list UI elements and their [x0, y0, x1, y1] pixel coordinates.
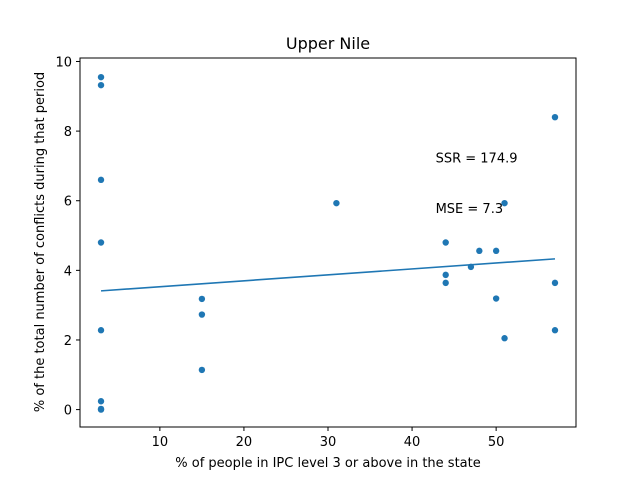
data-point: [97, 406, 105, 413]
data-point: [198, 295, 206, 303]
data-point: [442, 271, 449, 279]
y-tick-label: 6: [64, 195, 72, 210]
data-point: [442, 239, 449, 246]
plot-frame: [79, 57, 577, 428]
x-tick-label: 20: [236, 435, 253, 450]
data-point: [476, 247, 483, 255]
chart-title: Upper Nile: [286, 34, 370, 53]
y-tick-label: 4: [64, 264, 72, 279]
data-point: [501, 199, 508, 207]
data-point: [97, 327, 105, 334]
data-point: [492, 295, 500, 302]
x-tick-label: 10: [152, 435, 169, 450]
data-point: [198, 311, 206, 318]
data-point: [97, 81, 105, 89]
y-tick-label: 2: [64, 334, 72, 349]
data-point: [492, 247, 500, 255]
data-point: [551, 113, 559, 121]
y-axis-label: % of the total number of conflicts durin…: [33, 72, 48, 412]
annotation-text: SSR = 174.9: [436, 151, 518, 166]
x-tick-label: 30: [320, 435, 337, 450]
data-point: [97, 73, 105, 81]
y-tick-label: 8: [64, 125, 72, 140]
data-point: [333, 199, 340, 207]
data-point: [551, 327, 559, 334]
x-tick-label: 40: [404, 435, 421, 450]
data-point: [501, 335, 508, 342]
plot-area: 10 20 30 40 50 0 2 4 6 8 10 SSR = 174.9 MSE = 7.3: [55, 55, 559, 450]
data-point: [97, 239, 105, 246]
data-point: [551, 279, 559, 287]
data-point: [97, 176, 105, 184]
regression-line: [100, 258, 556, 292]
y-tick-label: 10: [55, 55, 72, 70]
x-axis-label: % of people in IPC level 3 or above in t…: [175, 456, 480, 471]
data-point: [97, 398, 105, 405]
data-point: [198, 366, 206, 374]
data-point: [467, 263, 475, 271]
data-point: [442, 279, 449, 287]
x-tick-label: 50: [488, 435, 505, 450]
y-tick-label: 0: [64, 404, 72, 419]
annotation-text: MSE = 7.3: [436, 202, 504, 217]
